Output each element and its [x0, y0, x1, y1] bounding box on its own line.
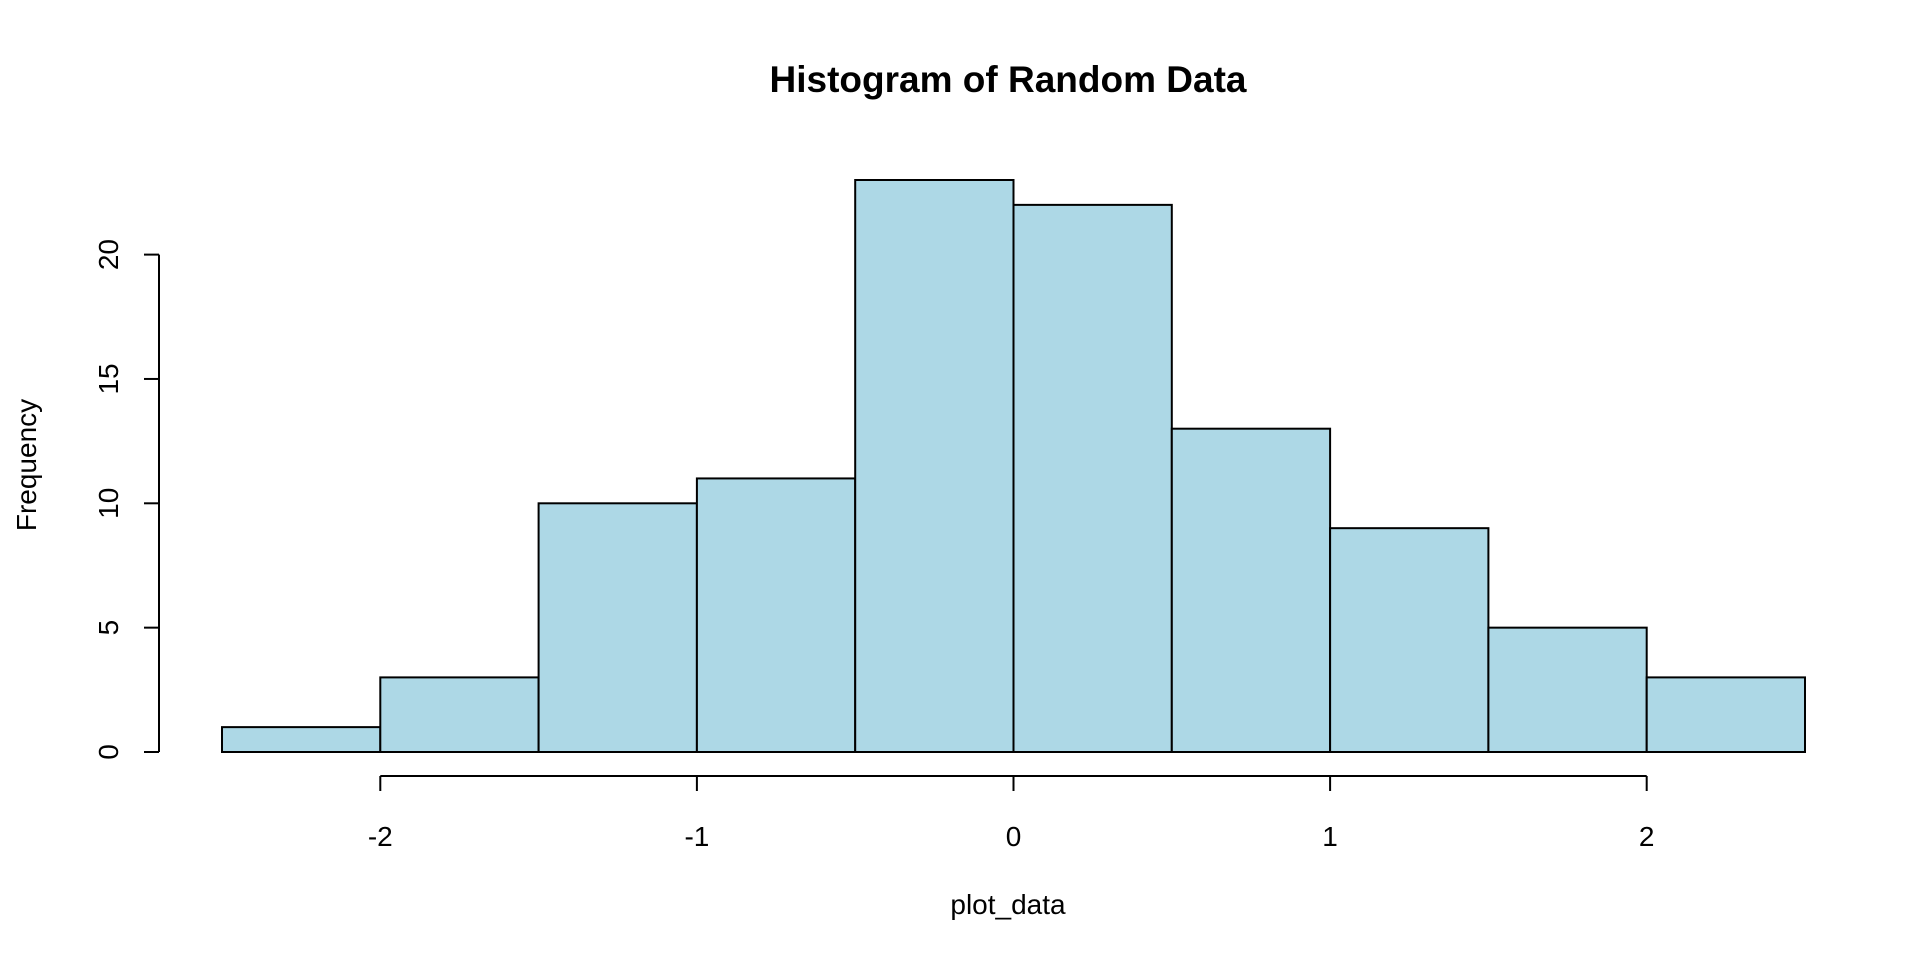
x-tick-label: -2: [368, 821, 393, 852]
histogram-bar: [1329, 527, 1490, 753]
y-tick-label: 15: [93, 363, 124, 394]
x-tick-label: 0: [1006, 821, 1022, 852]
histogram-bar: [379, 676, 540, 753]
y-axis-label: Frequency: [11, 399, 42, 531]
y-tick-label: 20: [93, 239, 124, 270]
x-tick-label: 2: [1639, 821, 1655, 852]
y-axis: 0 5 10 15 20: [93, 239, 160, 760]
histogram-bar: [1645, 676, 1806, 753]
bars-group: [221, 179, 1806, 753]
x-tick-label: 1: [1322, 821, 1338, 852]
x-axis: -2 -1 0 1 2: [368, 775, 1655, 852]
y-tick-label: 0: [93, 744, 124, 760]
y-tick-label: 5: [93, 620, 124, 636]
x-axis-label: plot_data: [950, 889, 1066, 920]
histogram-bar: [854, 179, 1015, 753]
y-tick-label: 10: [93, 488, 124, 519]
x-tick-label: -1: [684, 821, 709, 852]
histogram-bar: [537, 502, 698, 753]
histogram-bar: [1012, 203, 1173, 753]
histogram-bar: [221, 726, 382, 753]
histogram-bar: [1170, 427, 1332, 753]
chart-title: Histogram of Random Data: [770, 59, 1247, 100]
histogram-bar: [1487, 626, 1648, 753]
histogram-bar: [695, 477, 857, 753]
